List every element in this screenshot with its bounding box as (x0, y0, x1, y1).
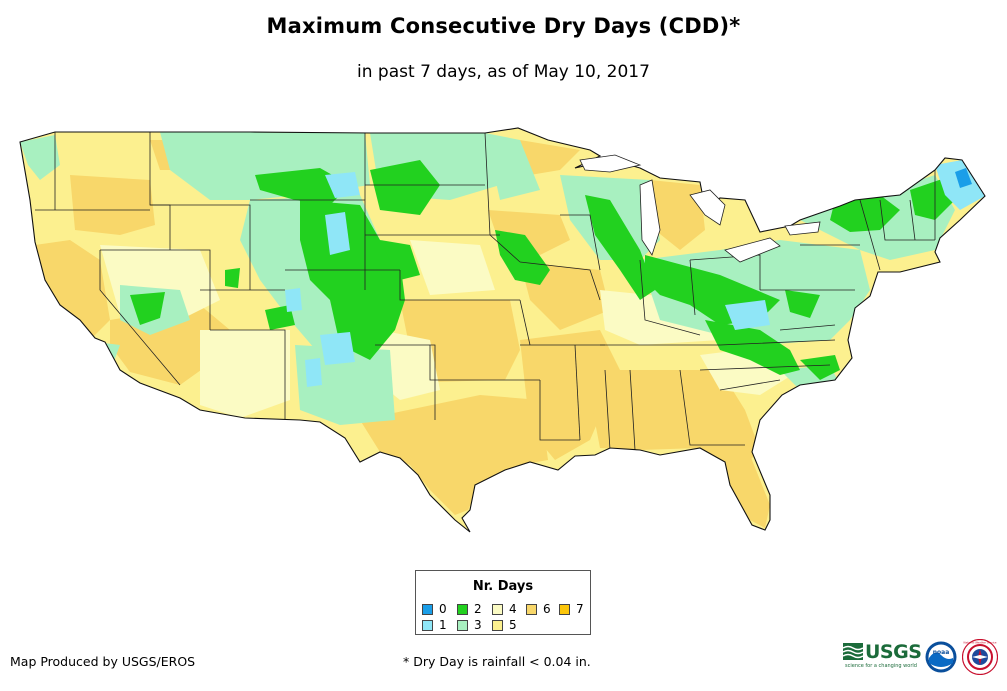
legend: Nr. Days 0 1 2 3 4 5 6 7 (415, 570, 591, 635)
legend-swatch-6 (526, 604, 537, 615)
usgs-wave-icon (843, 643, 863, 660)
legend-swatch-5 (492, 620, 503, 631)
map-title: Maximum Consecutive Dry Days (CDD)* (266, 14, 741, 38)
legend-swatch-7 (559, 604, 570, 615)
legend-item-3: 3 (457, 619, 482, 631)
legend-label-3: 3 (474, 618, 482, 632)
legend-title: Nr. Days (472, 579, 534, 594)
legend-label-2: 2 (474, 602, 482, 616)
producer-credit: Map Produced by USGS/EROS (10, 654, 196, 669)
one-day-areas (285, 160, 985, 387)
legend-label-7: 7 (576, 602, 584, 616)
legend-item-7: 7 (559, 603, 584, 615)
nws-wordmark: National Weather Service (964, 641, 997, 645)
legend-item-4: 4 (492, 603, 517, 615)
usgs-logo: USGS science for a changing world (843, 641, 922, 673)
noaa-wordmark: noaa (933, 649, 950, 656)
legend-label-0: 0 (439, 602, 447, 616)
legend-label-1: 1 (439, 618, 447, 632)
legend-swatch-0 (422, 604, 433, 615)
legend-label-4: 4 (509, 602, 517, 616)
nws-logo-icon: National Weather Service (962, 639, 998, 675)
legend-swatch-3 (457, 620, 468, 631)
usgs-tagline: science for a changing world (845, 663, 917, 669)
usgs-wordmark: USGS (865, 641, 922, 663)
state-borders (35, 132, 936, 451)
great-lakes (579, 154, 821, 263)
legend-item-5: 5 (492, 619, 517, 631)
noaa-logo-icon: noaa (925, 641, 957, 673)
legend-item-1: 1 (422, 619, 447, 631)
cdd-shading (20, 132, 985, 528)
zero-day-areas (955, 168, 972, 188)
legend-label-5: 5 (509, 618, 517, 632)
legend-item-6: 6 (526, 603, 551, 615)
legend-swatch-1 (422, 620, 433, 631)
legend-item-0: 0 (422, 603, 447, 615)
legend-item-2: 2 (457, 603, 482, 615)
legend-label-6: 6 (543, 602, 551, 616)
map-subtitle: in past 7 days, as of May 10, 2017 (357, 62, 650, 82)
two-day-areas (130, 160, 955, 380)
legend-swatch-2 (457, 604, 468, 615)
legend-swatch-4 (492, 604, 503, 615)
dry-day-note: * Dry Day is rainfall < 0.04 in. (403, 654, 591, 669)
